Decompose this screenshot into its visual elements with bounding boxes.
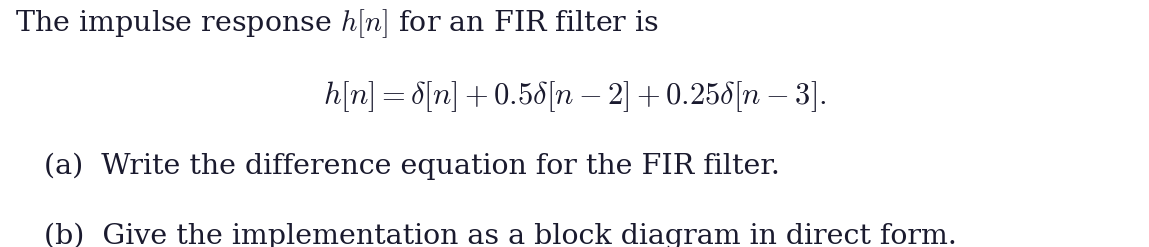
Text: (b)  Give the implementation as a block diagram in direct form.: (b) Give the implementation as a block d… [44, 222, 956, 247]
Text: The impulse response $h[n]$ for an FIR filter is: The impulse response $h[n]$ for an FIR f… [15, 7, 658, 40]
Text: (a)  Write the difference equation for the FIR filter.: (a) Write the difference equation for th… [44, 153, 779, 181]
Text: $h[n] = \delta[n] + 0.5\delta[n-2] + 0.25\delta[n-3].$: $h[n] = \delta[n] + 0.5\delta[n-2] + 0.2… [323, 79, 826, 114]
